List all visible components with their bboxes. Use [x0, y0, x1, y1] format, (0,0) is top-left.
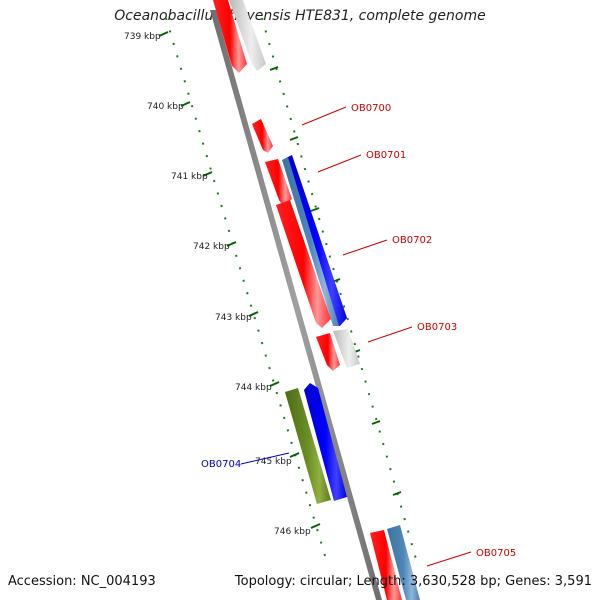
map-title: Oceanobacillus iheyensis HTE831, complet… — [114, 8, 486, 24]
kbp-label: 739 kbp — [124, 32, 161, 42]
gene-feature-OB0704[interactable] — [285, 388, 331, 504]
leader-line — [342, 239, 388, 256]
gene-label-OB0704[interactable]: OB0704 — [201, 459, 241, 470]
gene-feature-OB0701-red[interactable] — [265, 159, 292, 206]
gene-feature-blue-reverse[interactable] — [304, 383, 347, 501]
gene-label-OB0702[interactable]: OB0702 — [392, 235, 432, 246]
kbp-label: 744 kbp — [235, 383, 272, 393]
gene-feature-OB0705-steel[interactable] — [387, 525, 420, 600]
kbp-ruler-ticks — [165, 17, 329, 567]
leader-line — [317, 154, 362, 173]
leader-line — [426, 551, 472, 567]
gene-feature-OB0705-red[interactable] — [370, 530, 402, 600]
gene-feature-OB0701-steel[interactable] — [282, 157, 339, 326]
gene-feature-gray[interactable] — [229, 0, 266, 71]
kbp-label: 745 kbp — [255, 457, 292, 467]
genome-backbone — [210, 10, 382, 600]
accession-label: Accession: NC_004193 — [8, 574, 156, 589]
genome-summary-label: Topology: circular; Length: 3,630,528 bp… — [234, 574, 592, 589]
gene-feature-OB0702[interactable] — [276, 200, 331, 328]
gene-feature-OB0703-gray[interactable] — [333, 329, 360, 368]
kbp-label: 741 kbp — [171, 172, 208, 182]
gene-feature-OB0701-blue[interactable] — [286, 155, 347, 326]
gene-label-OB0700[interactable]: OB0700 — [351, 103, 391, 114]
leader-line — [367, 326, 413, 343]
gene-label-OB0701[interactable]: OB0701 — [366, 150, 406, 161]
kbp-major-ticks — [158, 31, 321, 529]
gene-feature-red[interactable] — [213, 0, 247, 73]
gene-feature-OB0700[interactable] — [252, 119, 273, 153]
leader-line — [301, 106, 347, 126]
kbp-label: 740 kbp — [147, 102, 184, 112]
gene-label-OB0705[interactable]: OB0705 — [476, 548, 516, 559]
gene-feature-OB0703-red[interactable] — [316, 333, 340, 371]
kbp-label: 746 kbp — [274, 527, 311, 537]
leader-line — [240, 452, 290, 465]
gene-label-OB0703[interactable]: OB0703 — [417, 322, 457, 333]
kbp-label: 742 kbp — [193, 242, 230, 252]
kbp-label: 743 kbp — [215, 313, 252, 323]
